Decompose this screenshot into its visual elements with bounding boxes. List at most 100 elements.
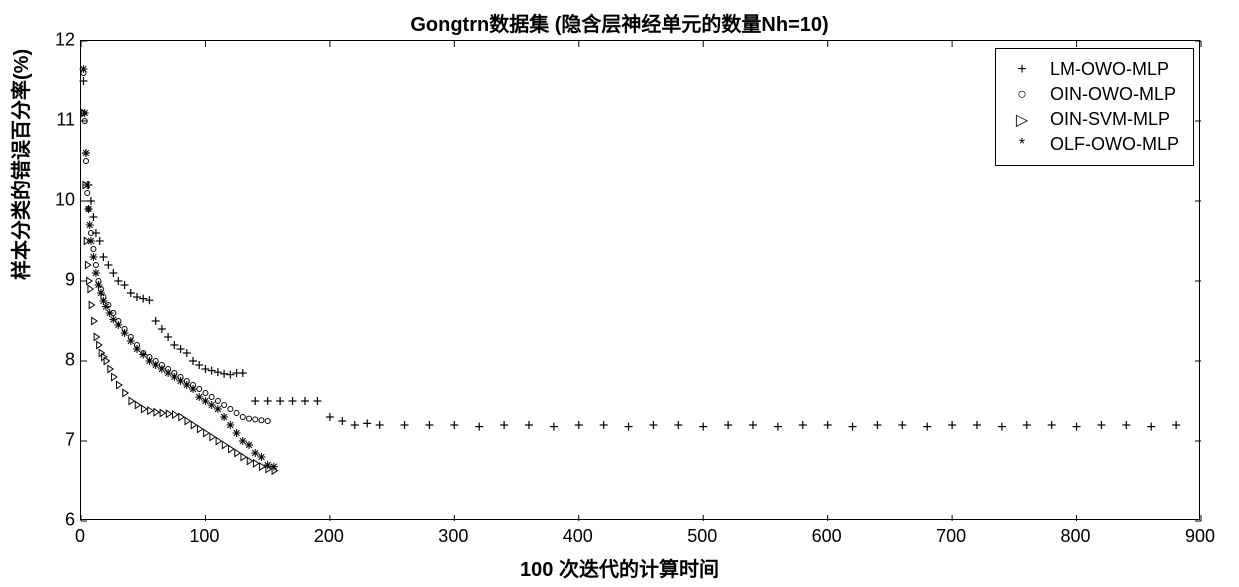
data-point	[83, 181, 91, 189]
data-point	[191, 421, 196, 428]
data-point	[185, 417, 190, 424]
data-point	[145, 296, 153, 304]
data-point	[222, 403, 227, 408]
data-point	[799, 421, 807, 429]
data-point	[363, 419, 371, 427]
data-point	[139, 351, 147, 359]
data-point	[112, 373, 117, 380]
data-point	[173, 411, 178, 418]
data-point	[201, 365, 209, 373]
data-point	[108, 365, 113, 372]
data-point	[257, 453, 265, 461]
data-point	[158, 325, 166, 333]
data-point	[270, 463, 278, 471]
data-point	[177, 345, 185, 353]
data-point	[97, 289, 105, 297]
data-point	[152, 361, 160, 369]
data-point	[1147, 423, 1155, 431]
data-point	[83, 159, 88, 164]
data-point	[214, 405, 222, 413]
data-point	[525, 421, 533, 429]
data-point	[89, 301, 94, 308]
data-point	[89, 253, 97, 261]
data-point	[1122, 421, 1130, 429]
data-point	[289, 397, 297, 405]
data-point	[121, 329, 129, 337]
data-point	[87, 197, 95, 205]
y-tick-label: 11	[50, 110, 75, 131]
data-point	[195, 361, 203, 369]
data-point	[998, 423, 1006, 431]
data-point	[216, 437, 221, 444]
data-point	[79, 77, 87, 85]
data-point	[84, 205, 92, 213]
data-point	[575, 421, 583, 429]
data-point	[85, 261, 90, 268]
y-tick-label: 12	[50, 30, 75, 51]
x-tick-label: 700	[936, 526, 966, 547]
data-point	[197, 387, 202, 392]
data-point	[898, 421, 906, 429]
data-point	[189, 385, 197, 393]
data-point	[85, 191, 90, 196]
data-point	[313, 397, 321, 405]
data-point	[87, 237, 95, 245]
data-point	[102, 303, 110, 311]
data-point	[774, 423, 782, 431]
data-point	[114, 277, 122, 285]
data-point	[139, 295, 147, 303]
x-tick-label: 200	[314, 526, 344, 547]
data-point	[228, 407, 233, 412]
data-point	[1023, 421, 1031, 429]
data-point	[247, 416, 252, 421]
data-point	[189, 357, 197, 365]
legend-label: OIN-SVM-MLP	[1050, 109, 1170, 130]
data-point	[326, 413, 334, 421]
data-point	[160, 409, 165, 416]
data-point	[301, 397, 309, 405]
data-point	[209, 395, 214, 400]
legend-marker-triangle-icon: ▷	[1010, 110, 1034, 130]
data-point	[259, 418, 264, 423]
data-point	[220, 413, 228, 421]
data-point	[170, 341, 178, 349]
legend-label: OLF-OWO-MLP	[1050, 134, 1179, 155]
y-tick-label: 10	[50, 190, 75, 211]
data-point	[133, 293, 141, 301]
data-point	[239, 369, 247, 377]
data-point	[239, 437, 247, 445]
data-point	[179, 413, 184, 420]
data-point	[234, 411, 239, 416]
data-point	[81, 109, 89, 117]
data-point	[86, 221, 94, 229]
data-point	[1048, 421, 1056, 429]
legend-label: OIN-OWO-MLP	[1050, 84, 1176, 105]
chart-title: Gongtrn数据集 (隐含层神经单元的数量Nh=10)	[410, 8, 828, 37]
data-point	[247, 457, 252, 464]
data-point	[170, 373, 178, 381]
data-point	[121, 281, 129, 289]
data-point	[222, 441, 227, 448]
data-point	[1172, 421, 1180, 429]
data-point	[229, 445, 234, 452]
data-point	[123, 389, 128, 396]
data-point	[201, 397, 209, 405]
legend-marker-star-icon: *	[1010, 136, 1034, 154]
data-point	[93, 263, 98, 268]
data-point	[276, 397, 284, 405]
data-point	[197, 425, 202, 432]
data-point	[164, 333, 172, 341]
data-point	[152, 317, 160, 325]
y-tick-label: 7	[50, 430, 75, 451]
data-point	[214, 368, 222, 376]
data-point	[251, 397, 259, 405]
data-point	[233, 429, 241, 437]
data-point	[141, 405, 146, 412]
data-point	[104, 357, 109, 364]
data-point	[600, 421, 608, 429]
data-point	[450, 421, 458, 429]
data-point	[145, 357, 153, 365]
legend-item: * OLF-OWO-MLP	[1010, 132, 1179, 157]
data-point	[166, 410, 171, 417]
data-point	[401, 421, 409, 429]
